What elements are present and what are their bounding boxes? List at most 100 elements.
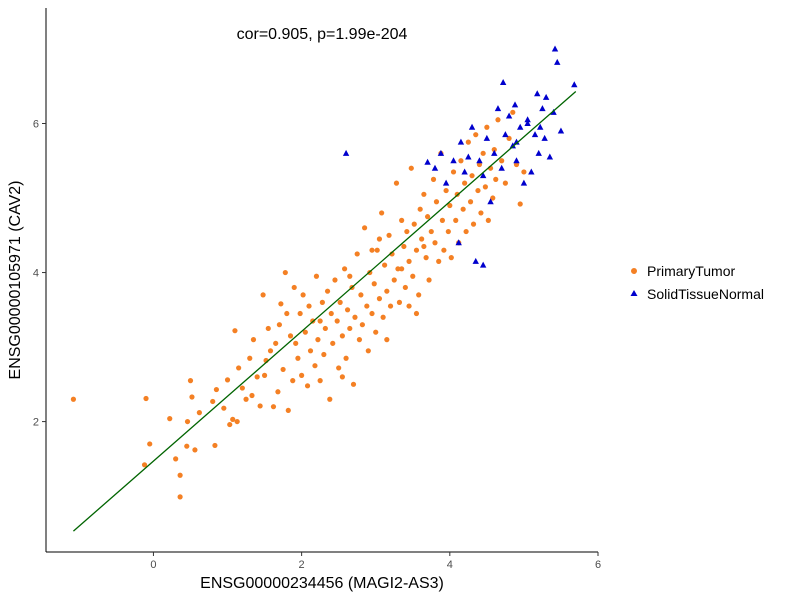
- data-point-primary-tumor: [302, 329, 308, 335]
- data-point-primary-tumor: [417, 206, 423, 212]
- data-point-primary-tumor: [312, 363, 318, 369]
- data-point-primary-tumor: [371, 281, 377, 287]
- data-point-primary-tumor: [491, 146, 497, 153]
- data-point-primary-tumor: [502, 180, 508, 186]
- x-tick-label: 4: [447, 559, 453, 571]
- data-point-primary-tumor: [490, 195, 496, 201]
- data-point-primary-tumor: [441, 247, 447, 253]
- data-point-primary-tumor: [239, 385, 245, 391]
- data-point-solid-tissue-normal: [539, 105, 546, 112]
- data-point-primary-tumor: [322, 325, 328, 332]
- data-point-primary-tumor: [250, 337, 257, 343]
- data-point-primary-tumor: [243, 396, 249, 402]
- data-point-primary-tumor: [143, 395, 149, 402]
- data-point-solid-tissue-normal: [505, 112, 513, 119]
- data-point-primary-tumor: [443, 187, 449, 194]
- data-point-primary-tumor: [424, 214, 431, 220]
- data-point-primary-tumor: [317, 378, 323, 384]
- data-point-primary-tumor: [249, 392, 255, 399]
- data-point-primary-tumor: [196, 410, 202, 416]
- data-point-primary-tumor: [177, 472, 183, 478]
- data-point-primary-tumor: [350, 381, 357, 387]
- y-axis-title: ENSG00000105971 (CAV2): [7, 181, 24, 380]
- data-point-primary-tumor: [290, 378, 296, 384]
- data-point-primary-tumor: [402, 284, 408, 291]
- y-ticks: 2 4 6: [33, 119, 46, 429]
- y-tick-label: 2: [33, 417, 39, 429]
- data-points: [70, 45, 578, 500]
- data-point-primary-tumor: [324, 288, 331, 294]
- data-point-primary-tumor: [408, 165, 414, 171]
- data-point-primary-tumor: [445, 228, 451, 235]
- data-point-primary-tumor: [336, 365, 342, 371]
- x-ticks: 0 2 4 6: [150, 552, 601, 571]
- data-point-solid-tissue-normal: [524, 120, 531, 127]
- data-point-primary-tumor: [430, 176, 437, 182]
- data-point-solid-tissue-normal: [551, 45, 559, 52]
- data-point-primary-tumor: [373, 329, 379, 335]
- data-point-primary-tumor: [480, 150, 486, 156]
- data-point-primary-tumor: [362, 225, 368, 231]
- data-point-solid-tissue-normal: [487, 198, 494, 205]
- data-point-primary-tumor: [315, 337, 321, 343]
- data-point-solid-tissue-normal: [509, 142, 516, 149]
- data-point-solid-tissue-normal: [499, 79, 507, 86]
- data-point-primary-tumor: [450, 169, 457, 175]
- axes: [45, 8, 598, 553]
- data-point-solid-tissue-normal: [491, 149, 498, 156]
- correlation-annotation: cor=0.905, p=1.99e-204: [237, 26, 408, 43]
- data-point-primary-tumor: [475, 187, 481, 194]
- data-point-primary-tumor: [413, 247, 420, 253]
- data-point-primary-tumor: [510, 109, 516, 115]
- data-point-primary-tumor: [334, 318, 340, 324]
- data-point-primary-tumor: [267, 348, 274, 354]
- data-point-primary-tumor: [299, 372, 305, 378]
- legend: PrimaryTumor SolidTissueNormal: [630, 263, 764, 302]
- data-point-solid-tissue-normal: [342, 149, 350, 156]
- data-point-primary-tumor: [341, 266, 348, 272]
- data-point-primary-tumor: [330, 340, 336, 346]
- y-tick-label: 6: [33, 119, 39, 131]
- data-point-primary-tumor: [232, 328, 238, 334]
- data-point-primary-tumor: [359, 322, 365, 328]
- data-point-solid-tissue-normal: [517, 123, 524, 130]
- data-point-primary-tumor: [261, 372, 268, 378]
- data-point-primary-tumor: [257, 403, 263, 409]
- data-point-primary-tumor: [247, 355, 253, 361]
- data-point-primary-tumor: [448, 255, 454, 261]
- data-point-primary-tumor: [212, 442, 218, 449]
- data-point-primary-tumor: [224, 377, 231, 383]
- legend-item-solid-tissue-normal: SolidTissueNormal: [630, 286, 764, 302]
- data-point-primary-tumor: [317, 318, 323, 324]
- data-point-primary-tumor: [313, 273, 320, 279]
- data-point-primary-tumor: [192, 447, 198, 453]
- legend-label-solid-tissue-normal: SolidTissueNormal: [647, 286, 764, 302]
- data-point-primary-tumor: [399, 217, 405, 223]
- data-point-primary-tumor: [344, 307, 351, 313]
- data-point-primary-tumor: [421, 243, 427, 250]
- data-point-primary-tumor: [141, 462, 148, 468]
- data-point-primary-tumor: [236, 365, 242, 371]
- data-point-primary-tumor: [436, 258, 442, 264]
- legend-item-primary-tumor: PrimaryTumor: [631, 263, 735, 279]
- data-point-solid-tissue-normal: [554, 58, 561, 65]
- data-point-primary-tumor: [147, 441, 153, 447]
- data-point-primary-tumor: [380, 314, 386, 320]
- data-point-solid-tissue-normal: [546, 153, 554, 160]
- data-point-primary-tumor: [386, 232, 392, 238]
- data-point-solid-tissue-normal: [531, 131, 539, 138]
- regression-line: [72, 90, 577, 532]
- y-tick-label: 4: [33, 268, 39, 280]
- data-point-primary-tumor: [347, 325, 353, 332]
- data-point-primary-tumor: [300, 292, 306, 298]
- data-point-solid-tissue-normal: [541, 134, 548, 141]
- data-point-solid-tissue-normal: [550, 108, 557, 115]
- data-point-solid-tissue-normal: [513, 138, 520, 145]
- data-point-primary-tumor: [365, 348, 371, 354]
- data-point-primary-tumor: [478, 210, 484, 216]
- data-point-primary-tumor: [287, 333, 294, 339]
- data-point-primary-tumor: [447, 202, 453, 209]
- data-point-primary-tumor: [210, 398, 216, 405]
- data-point-primary-tumor: [469, 173, 475, 179]
